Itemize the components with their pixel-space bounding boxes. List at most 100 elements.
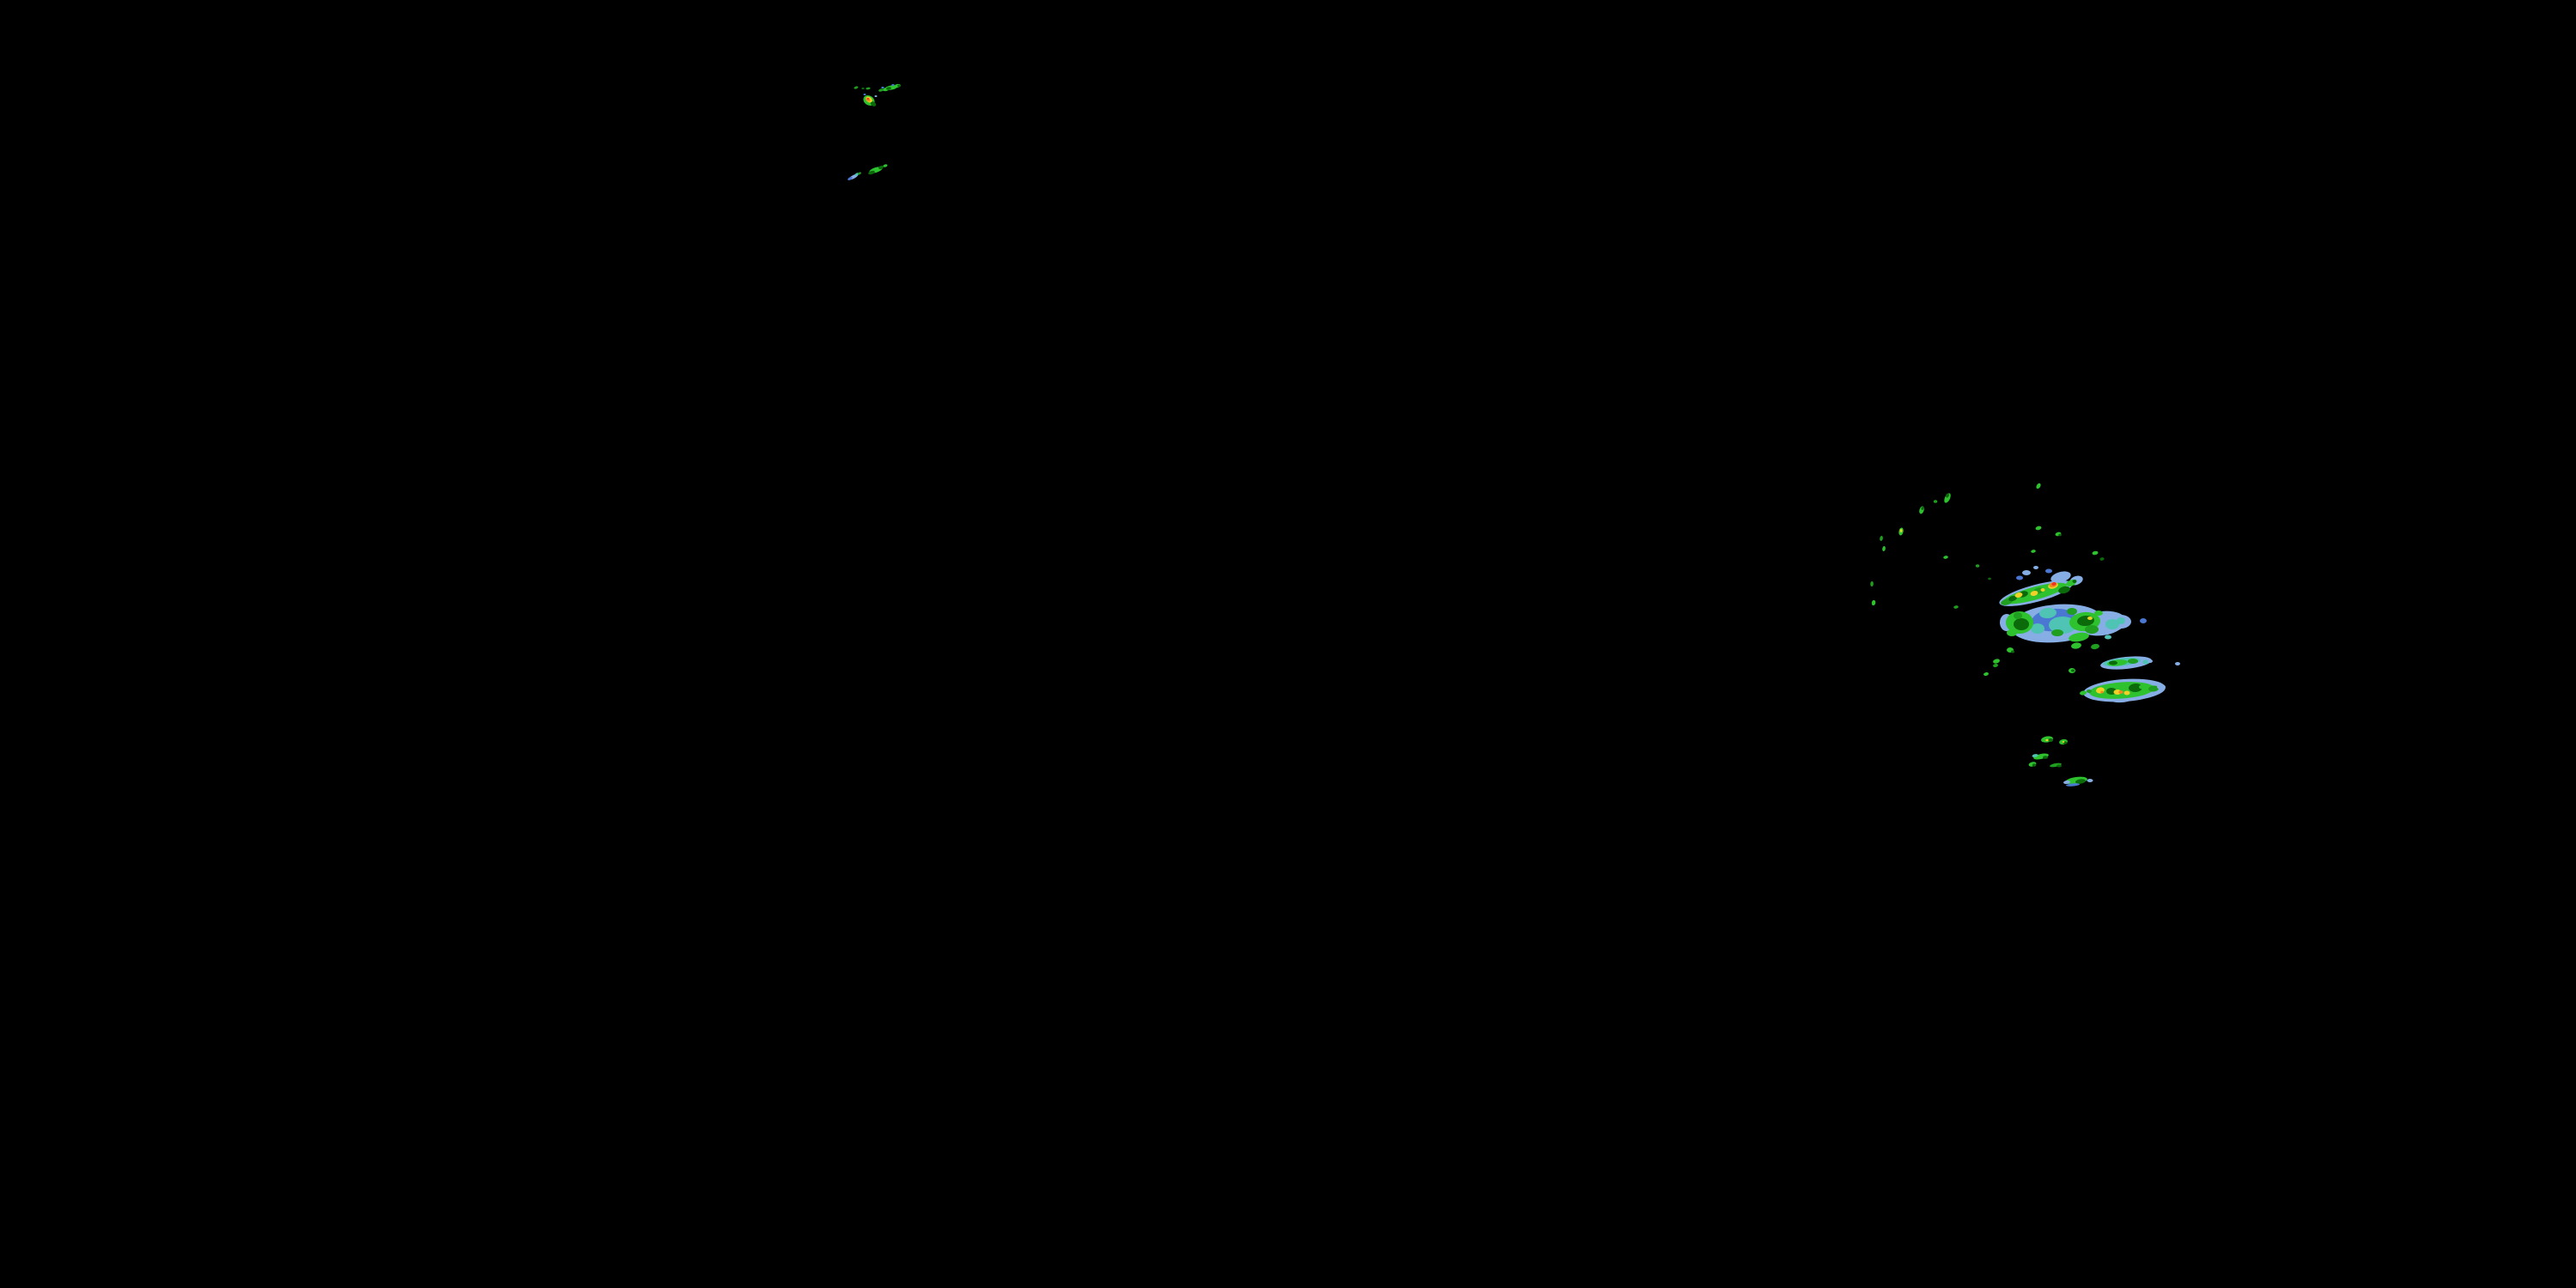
radar-echo-cell: [2045, 738, 2049, 742]
radar-echo-cell: [2032, 754, 2038, 757]
radar-echo-cell: [2039, 607, 2057, 619]
radar-echo-cell: [2072, 580, 2077, 583]
echo-group-east-band-large: [2080, 678, 2166, 703]
radar-echo-cell: [2105, 635, 2111, 640]
radar-echo-cell: [881, 86, 884, 89]
radar-echo-cell: [848, 177, 853, 180]
radar-echo-cell: [1871, 599, 1876, 606]
radar-echo-cell: [1993, 659, 2000, 664]
radar-echo-cell: [2014, 612, 2022, 619]
radar-echo-cell: [883, 164, 888, 167]
radar-echo-cell: [2051, 629, 2063, 636]
radar-echo-cell: [2087, 617, 2093, 620]
radar-echo-cell: [2069, 632, 2089, 642]
radar-echo-cell: [2043, 756, 2048, 759]
radar-echo-cell: [1882, 546, 1886, 551]
radar-echo-cell: [2022, 570, 2031, 575]
radar-echo-cell: [2148, 659, 2153, 663]
radar-echo-cell: [2085, 625, 2099, 634]
radar-echo-cell: [863, 94, 866, 95]
radar-echo-cell: [1943, 556, 1948, 559]
radar-echo-cell: [1988, 577, 1991, 580]
radar-echo-cell: [2142, 659, 2149, 665]
radar-echo-cell: [2014, 618, 2029, 630]
radar-echo-cell: [878, 88, 884, 92]
radar-echo-cell: [2051, 582, 2057, 586]
radar-echo-cell: [874, 95, 878, 97]
radar-echo-cell: [2031, 550, 2036, 553]
radar-echo-cell: [2091, 643, 2099, 650]
radar-echo-cell: [2014, 592, 2023, 598]
radar-echo-cell: [2035, 526, 2042, 531]
radar-echo-cell: [858, 172, 861, 175]
radar-echo-cell: [2075, 779, 2086, 784]
radar-echo-cell: [2031, 623, 2044, 634]
radar-echo-cell: [2071, 642, 2081, 649]
echo-group-north-specks: [2031, 483, 2105, 561]
radar-echo-cell: [2048, 738, 2053, 742]
radar-echo-cell: [2128, 659, 2138, 664]
radar-echo-cell: [2040, 588, 2045, 592]
radar-echo-cell: [2032, 763, 2037, 767]
radar-echo-cell: [2092, 550, 2099, 556]
radar-echo-cell: [2118, 690, 2123, 694]
radar-echo-cell: [886, 87, 891, 90]
radar-echo-cell: [2117, 617, 2125, 624]
radar-echo-cell: [2058, 586, 2070, 594]
radar-echo-cell: [868, 170, 875, 175]
radar-echo-cell: [2099, 557, 2105, 561]
radar-echo-cell: [2080, 690, 2087, 696]
radar-echo-cell: [854, 86, 859, 89]
radar-echo-layer: [848, 83, 2180, 787]
radar-echo-cell: [1880, 536, 1883, 541]
radar-echo-cell: [2157, 684, 2166, 690]
radar-echo-cell: [1946, 493, 1949, 498]
radar-echo-cell: [2008, 595, 2017, 602]
radar-echo-cell: [1921, 507, 1924, 510]
radar-echo-cell: [2123, 690, 2130, 696]
radar-echo-cell: [2057, 764, 2062, 768]
radar-echo-cell: [2049, 617, 2076, 634]
radar-echo-cell: [1899, 529, 1903, 532]
radar-echo-cell: [1993, 663, 1998, 668]
radar-echo-cell: [1984, 671, 1989, 677]
radar-echo-cell: [2071, 669, 2075, 672]
radar-echo-cell: [2105, 619, 2119, 629]
radar-echo-cell: [878, 165, 884, 170]
radar-echo-cell: [861, 87, 865, 90]
radar-echo-cell: [2087, 779, 2093, 782]
radar-echo-cell: [2011, 650, 2014, 653]
radar-echo-cell: [897, 84, 901, 88]
echo-group-south-specks: [2028, 736, 2093, 787]
radar-echo-cell: [2140, 618, 2147, 623]
radar-echo-cell: [2063, 780, 2070, 785]
echo-group-storm-band-upper: [1999, 566, 2083, 606]
radar-echo-cell: [866, 87, 871, 90]
radar-echo-cell: [866, 98, 870, 100]
radar-echo-cell: [2062, 741, 2065, 743]
radar-echo-cell: [2066, 783, 2080, 787]
radar-echo-cell: [2087, 690, 2092, 693]
radar-echo-cell: [2016, 575, 2023, 580]
radar-echo-cell: [1933, 500, 1938, 503]
radar-echo-cell: [1953, 605, 1959, 609]
radar-echo-cell: [2036, 483, 2041, 489]
radar-echo-cell: [854, 173, 860, 176]
radar-echo-cell: [2100, 690, 2104, 694]
radar-echo-cell: [2113, 690, 2122, 695]
radar-echo-cell: [2007, 629, 2017, 636]
radar-echo-cell: [891, 83, 895, 87]
radar-echo-cell: [2094, 611, 2103, 616]
radar-echo-cell: [2139, 684, 2149, 690]
radar-echo-cell: [2045, 568, 2052, 574]
radar-echo-cell: [870, 101, 877, 106]
echo-group-east-band-thin: [2100, 656, 2180, 670]
radar-echo-cell: [2067, 608, 2077, 615]
radar-echo-cell: [2033, 566, 2038, 569]
radar-echo-cell: [2030, 591, 2038, 596]
radar-echo-cell: [2058, 533, 2062, 537]
echo-group-west-arc-specks: [1870, 493, 1991, 609]
